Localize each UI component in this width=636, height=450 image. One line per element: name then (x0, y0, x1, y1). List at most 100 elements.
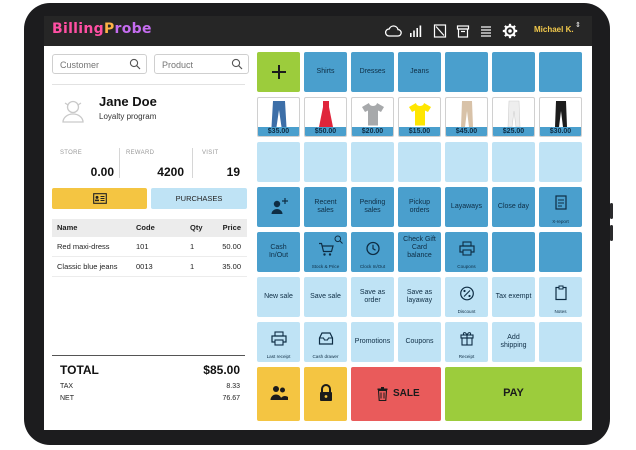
lock-button[interactable] (304, 367, 347, 421)
empty-tile[interactable] (445, 52, 488, 92)
search-icon[interactable] (129, 58, 141, 70)
add-customer-button[interactable] (257, 187, 300, 227)
empty-tile[interactable] (539, 232, 582, 272)
register-icon[interactable] (433, 23, 447, 39)
gear-icon[interactable] (502, 23, 518, 39)
table-row[interactable]: Red maxi-dress 101 1 50.00 (52, 237, 247, 257)
empty-tile[interactable] (492, 142, 535, 182)
category-shirts[interactable]: Shirts (304, 52, 347, 92)
last-receipt-button[interactable]: Last receipt (257, 322, 300, 362)
gift-icon (459, 332, 474, 346)
customer-search[interactable] (52, 54, 147, 74)
empty-tile[interactable] (351, 142, 394, 182)
column-header-price: Price (222, 223, 241, 232)
tax-exempt-button[interactable]: Tax exempt (492, 277, 535, 317)
check-gift-card-button[interactable]: Check Gift Card balance (398, 232, 441, 272)
product-red-dress[interactable]: $50.00 (304, 97, 347, 137)
customer-card-button[interactable] (52, 188, 147, 209)
category-dresses[interactable]: Dresses (351, 52, 394, 92)
signal-icon[interactable] (409, 23, 423, 39)
total-label: TOTAL (60, 363, 99, 377)
customers-button[interactable] (257, 367, 300, 421)
user-menu-chevron-icon[interactable]: ⇕ (575, 22, 581, 29)
stat-value-visit: 19 (226, 165, 240, 179)
new-sale-button[interactable]: New sale (257, 277, 300, 317)
lock-icon (319, 384, 332, 401)
add-shipping-button[interactable]: Add shipping (492, 322, 535, 362)
recent-sales-button[interactable]: Recent sales (304, 187, 347, 227)
stock-price-button[interactable]: Stock & Price (304, 232, 347, 272)
total-value: $85.00 (203, 363, 240, 377)
product-blue-jeans[interactable]: $35.00 (257, 97, 300, 137)
empty-tile[interactable] (539, 52, 582, 92)
x-report-button[interactable]: X-report (539, 187, 582, 227)
row-code: 0013 (136, 262, 153, 271)
cash-drawer-button[interactable]: Cash drawer (304, 322, 347, 362)
printer-icon (270, 331, 287, 346)
pay-button[interactable]: PAY (445, 367, 582, 421)
tax-value: 8.33 (226, 383, 240, 390)
trash-icon (377, 387, 388, 401)
cloud-icon[interactable] (384, 23, 402, 39)
save-as-layaway-button[interactable]: Save as layaway (398, 277, 441, 317)
pickup-orders-button[interactable]: Pickup orders (398, 187, 441, 227)
save-as-order-button[interactable]: Save as order (351, 277, 394, 317)
customer-search-input[interactable] (60, 56, 130, 74)
coupons-small-button[interactable]: Coupons (445, 232, 488, 272)
empty-tile[interactable] (304, 142, 347, 182)
empty-tile[interactable] (492, 52, 535, 92)
tax-label: TAX (60, 383, 74, 390)
empty-tile[interactable] (539, 322, 582, 362)
discount-button[interactable]: Discount (445, 277, 488, 317)
empty-tile[interactable] (539, 142, 582, 182)
cart-table: Name Code Qty Price Red maxi-dress 101 1… (52, 219, 247, 277)
add-item-button[interactable] (257, 52, 300, 92)
sale-label: SALE (393, 388, 420, 399)
cash-in-out-button[interactable]: Cash In/Out (257, 232, 300, 272)
row-price: 50.00 (222, 242, 241, 251)
row-qty: 1 (190, 262, 195, 271)
promotions-button[interactable]: Promotions (351, 322, 394, 362)
purchases-button[interactable]: PURCHASES (151, 188, 247, 209)
row-code: 101 (136, 242, 149, 251)
table-row[interactable]: Classic blue jeans 0013 1 35.00 (52, 257, 247, 277)
category-jeans[interactable]: Jeans (398, 52, 441, 92)
column-header-name: Name (57, 223, 78, 232)
top-bar: BillingProbe Michael K. ⇕ (44, 16, 592, 46)
clock-icon (365, 241, 380, 256)
discount-icon (459, 286, 474, 301)
product-grey-tshirt[interactable]: $20.00 (351, 97, 394, 137)
sale-button[interactable]: SALE (351, 367, 441, 421)
notes-button[interactable]: Notes (539, 277, 582, 317)
product-search-input[interactable] (162, 56, 232, 74)
pos-screen: BillingProbe Michael K. ⇕ (44, 16, 592, 430)
stat-label-visit: VISIT (202, 150, 219, 156)
product-yellow-tshirt[interactable]: $15.00 (398, 97, 441, 137)
clock-in-out-button[interactable]: Clock In/Out (351, 232, 394, 272)
product-white-pants[interactable]: $25.00 (492, 97, 535, 137)
row-qty: 1 (190, 242, 195, 251)
layaways-button[interactable]: Layaways (445, 187, 488, 227)
product-black-pants[interactable]: $30.00 (539, 97, 582, 137)
net-value: 76.67 (222, 395, 240, 402)
add-user-icon (271, 198, 288, 214)
empty-tile[interactable] (257, 142, 300, 182)
save-sale-button[interactable]: Save sale (304, 277, 347, 317)
user-name[interactable]: Michael K. (534, 25, 574, 34)
stat-label-reward: REWARD (126, 150, 155, 156)
empty-tile[interactable] (445, 142, 488, 182)
search-icon[interactable] (231, 58, 243, 70)
jeans-icon (271, 101, 286, 127)
product-beige-pants[interactable]: $45.00 (445, 97, 488, 137)
close-day-button[interactable]: Close day (492, 187, 535, 227)
archive-icon[interactable] (456, 23, 470, 39)
empty-tile[interactable] (492, 232, 535, 272)
row-name: Classic blue jeans (57, 262, 118, 271)
list-icon[interactable] (479, 23, 493, 39)
pants-icon (554, 101, 567, 127)
pending-sales-button[interactable]: Pending sales (351, 187, 394, 227)
empty-tile[interactable] (398, 142, 441, 182)
receipt-button[interactable]: Receipt (445, 322, 488, 362)
product-search[interactable] (154, 54, 249, 74)
coupons-button[interactable]: Coupons (398, 322, 441, 362)
